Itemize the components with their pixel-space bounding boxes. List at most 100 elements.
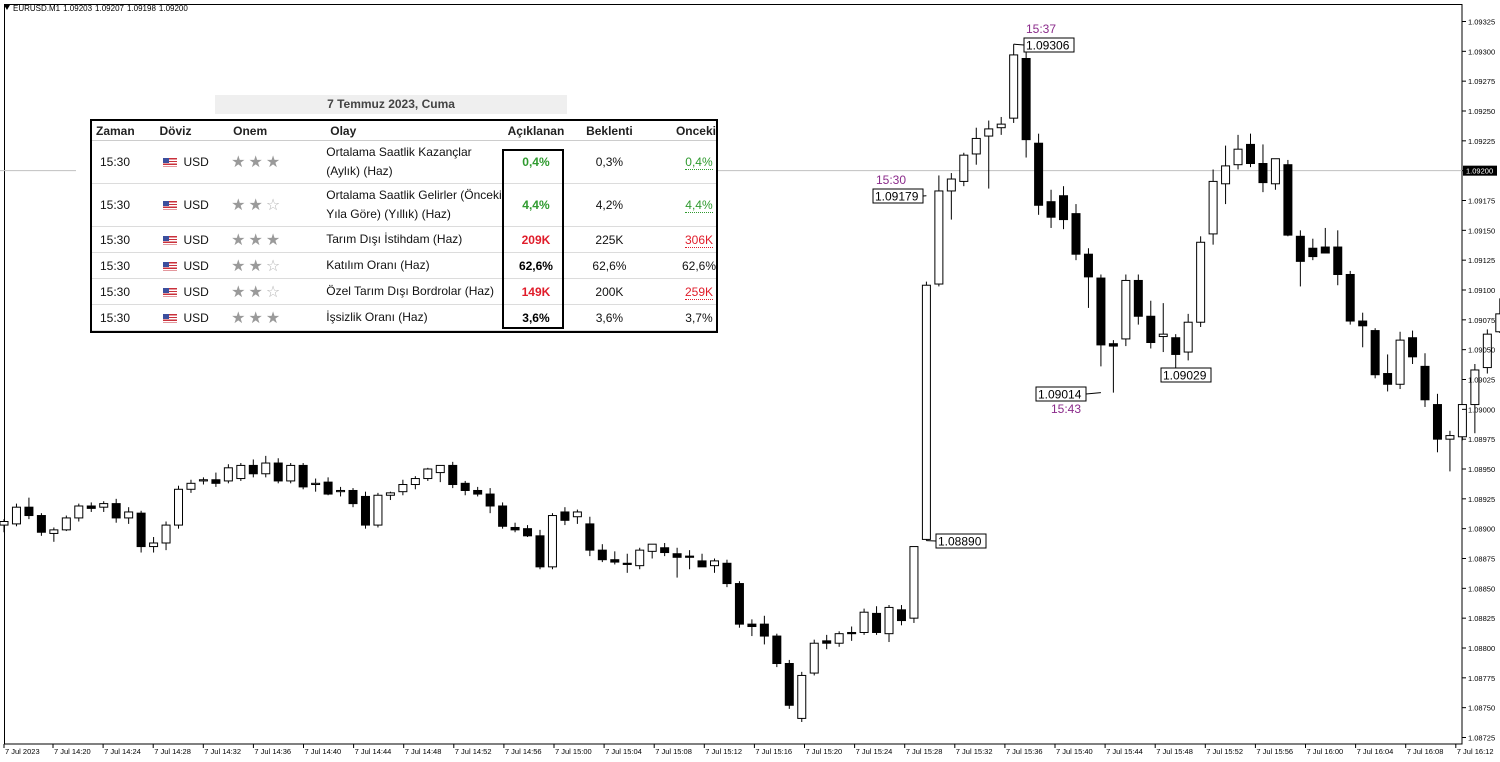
candle xyxy=(934,175,944,287)
calendar-row[interactable]: 15:30 USD ★ ★ ☆ Katılım Oranı (Haz) 62,6% 62,6%… xyxy=(92,252,716,279)
y-tick-label: 1.09000 xyxy=(1468,405,1495,414)
x-tick-label: 7 Jul 15:40 xyxy=(1056,747,1093,756)
us-flag-icon xyxy=(163,287,178,297)
previous-cell: 62,6% xyxy=(651,252,716,279)
star-empty-icon: ☆ xyxy=(265,283,281,301)
open-value: 1.09203 xyxy=(63,4,93,13)
candle-body-bull xyxy=(946,178,956,192)
candle-body-bear xyxy=(622,562,632,565)
candle xyxy=(1408,330,1418,364)
candle xyxy=(24,497,34,520)
candle-body-bear xyxy=(448,464,458,486)
candle-body-bear xyxy=(1133,279,1143,317)
candle-body-bear xyxy=(498,505,508,527)
candle-body-bull xyxy=(1457,404,1467,438)
candle-body-bear xyxy=(460,482,470,491)
candle-body-bull xyxy=(11,506,21,525)
candle-body-bear xyxy=(1059,195,1069,221)
previous-cell: 3,7% xyxy=(651,304,716,331)
forecast-value: 4,2% xyxy=(566,183,652,227)
candle-body-bear xyxy=(523,528,533,537)
x-tick-label: 7 Jul 15:20 xyxy=(806,747,843,756)
candle-body-bull xyxy=(1221,165,1231,185)
candle-body-bull xyxy=(1121,279,1131,340)
candle-body-bear xyxy=(348,489,358,505)
candle xyxy=(348,488,358,508)
candle-body-bear xyxy=(86,505,96,509)
candle-body-bear xyxy=(36,515,46,533)
event-time: 15:30 xyxy=(92,304,156,331)
currency-code: USD xyxy=(183,310,209,325)
candle-body-bear xyxy=(1034,142,1044,206)
candle xyxy=(510,522,520,533)
candle-body-bull xyxy=(286,464,296,482)
currency-code: USD xyxy=(183,232,209,247)
candle xyxy=(435,464,445,483)
candle xyxy=(847,626,857,641)
candle xyxy=(1395,331,1405,390)
candle-body-bull xyxy=(984,128,994,137)
actual-value: 0,4% xyxy=(505,140,567,184)
candle xyxy=(697,553,707,568)
candle-body-bear xyxy=(759,623,769,637)
candle xyxy=(1034,133,1044,215)
candle xyxy=(1233,134,1243,170)
calendar-row[interactable]: 15:30 USD ★ ★ ★ Tarım Dışı İstihdam (Haz) 209K… xyxy=(92,226,716,253)
col-actual-header: Açıklanan xyxy=(505,121,567,141)
us-flag-icon xyxy=(163,235,178,245)
candle-body-bull xyxy=(1233,148,1243,166)
candle xyxy=(1358,312,1368,348)
annotation-price: 1.09029 xyxy=(1163,369,1207,383)
previous-cell: 259K xyxy=(651,278,716,305)
candle xyxy=(1146,300,1156,349)
y-tick-label: 1.08775 xyxy=(1468,674,1495,683)
candle-body-bear xyxy=(597,549,607,561)
star-filled-icon: ★ xyxy=(248,197,263,214)
candle-body-bear xyxy=(585,523,595,551)
y-tick-label: 1.09275 xyxy=(1468,77,1495,86)
x-tick-label: 7 Jul 15:24 xyxy=(856,747,893,756)
candle xyxy=(0,519,9,533)
annotation-price: 1.09179 xyxy=(875,190,919,204)
price-annotation: 1.09029 xyxy=(1160,367,1212,383)
candle-body-bull xyxy=(385,492,395,496)
candle xyxy=(772,633,782,668)
candle xyxy=(198,477,208,485)
actual-value: 62,6% xyxy=(505,252,567,279)
x-tick-label: 7 Jul 14:56 xyxy=(505,747,542,756)
candle-body-bear xyxy=(248,464,258,475)
candle-body-bear xyxy=(1071,213,1081,255)
candle-body-bull xyxy=(959,154,969,182)
chevron-down-icon[interactable] xyxy=(4,5,10,10)
candle xyxy=(298,463,308,490)
calendar-row[interactable]: 15:30 USD ★ ★ ☆ Özel Tarım Dışı Bordrolar (Ha… xyxy=(92,278,716,305)
previous-value: 4,4% xyxy=(685,198,713,213)
candle xyxy=(86,502,96,512)
x-tick-label: 7 Jul 14:44 xyxy=(355,747,392,756)
x-tick-label: 7 Jul 14:36 xyxy=(254,747,291,756)
x-tick-label: 7 Jul 15:44 xyxy=(1106,747,1143,756)
candle-body-bull xyxy=(74,505,84,519)
x-tick-label: 7 Jul 15:32 xyxy=(956,747,993,756)
star-filled-icon: ★ xyxy=(231,231,246,249)
annotation-price: 1.08890 xyxy=(938,535,982,549)
candle xyxy=(99,501,109,512)
x-tick-label: 7 Jul 16:04 xyxy=(1357,747,1394,756)
candle xyxy=(547,513,557,570)
calendar-row[interactable]: 15:30 USD ★ ★ ★ İşsizlik Oranı (Haz) 3,6% 3,6% 3… xyxy=(92,304,716,331)
forecast-value: 3,6% xyxy=(566,304,652,331)
event-name: Tarım Dışı İstihdam (Haz) xyxy=(318,226,506,253)
annotation-price: 1.09306 xyxy=(1026,39,1070,53)
y-tick-label: 1.08750 xyxy=(1468,704,1495,713)
candle xyxy=(1420,353,1430,407)
candle xyxy=(996,116,1006,135)
candle-body-bull xyxy=(1445,435,1455,440)
candle xyxy=(1108,340,1118,393)
candle xyxy=(1383,354,1393,392)
candle xyxy=(672,547,682,578)
event-currency: USD xyxy=(155,252,222,279)
calendar-row[interactable]: 15:30 USD ★ ★ ★ Ortalama Saatlik Kazançlar (A… xyxy=(92,140,716,184)
candle xyxy=(1196,236,1206,327)
calendar-row[interactable]: 15:30 USD ★ ★ ☆ Ortalama Saatlik Gelirler (Ön… xyxy=(92,183,716,227)
